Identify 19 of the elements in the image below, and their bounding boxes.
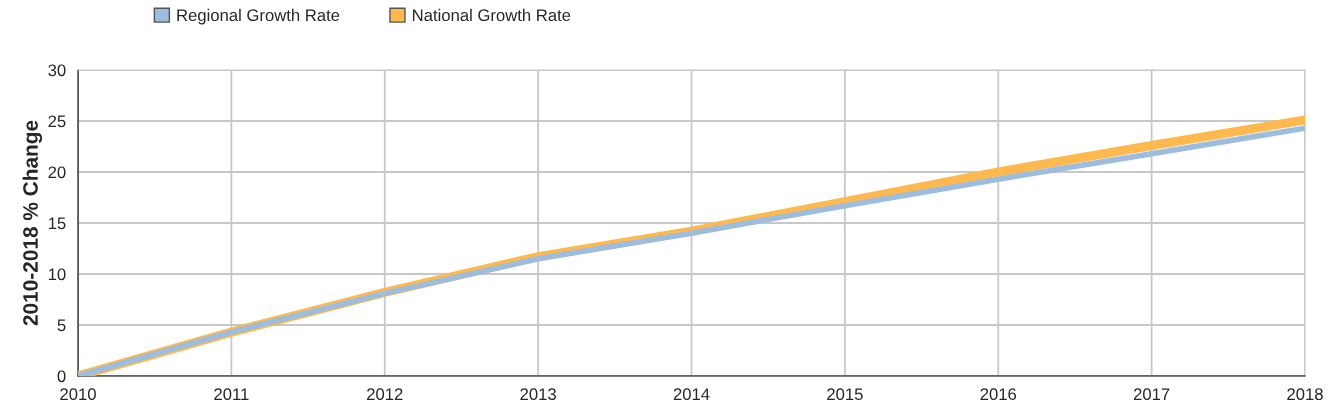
- x-tick-label: 2017: [1133, 388, 1170, 401]
- y-tick-label: 30: [48, 64, 66, 77]
- x-tick-label: 2014: [673, 388, 710, 401]
- y-tick-label: 20: [48, 166, 66, 179]
- x-tick-label: 2013: [520, 388, 556, 401]
- y-axis-title: 2010-2018 % Change: [22, 120, 43, 326]
- x-tick-label: 2010: [60, 388, 96, 401]
- legend-label: National Growth Rate: [413, 8, 571, 22]
- legend-label: Regional Growth Rate: [177, 8, 340, 25]
- y-tick-label: 15: [48, 217, 66, 230]
- x-tick-label: 2012: [367, 388, 403, 401]
- y-tick-label: 25: [48, 115, 66, 128]
- y-tick-label: 0: [57, 370, 66, 383]
- y-tick-label: 5: [57, 319, 66, 332]
- x-tick-label: 2011: [214, 388, 249, 401]
- x-tick-label: 2015: [827, 388, 863, 401]
- x-tick-label: 2016: [980, 388, 1017, 401]
- y-tick-label: 10: [48, 268, 66, 281]
- x-tick-label: 2018: [1287, 388, 1323, 401]
